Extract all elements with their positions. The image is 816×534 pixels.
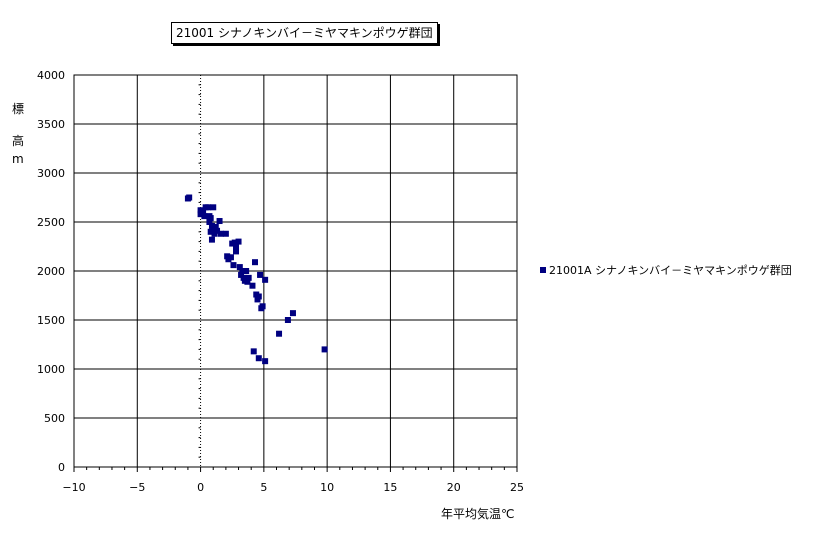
x-tick-label: −10 (62, 481, 85, 494)
data-point (255, 355, 262, 362)
x-tick-label: 15 (383, 481, 397, 494)
data-point (212, 223, 219, 230)
data-point (236, 264, 243, 271)
data-point (186, 194, 193, 201)
data-point (284, 317, 291, 323)
legend-label: 21001A シナノキンバイ－ミヤマキンポウゲ群団 (549, 264, 792, 277)
data-point (216, 218, 223, 225)
data-point (222, 230, 229, 237)
y-tick-label: 1000 (37, 363, 65, 376)
data-point (208, 236, 215, 243)
chart-title: 21001 シナノキンバイ－ミヤマキンポウゲ群団 (171, 22, 438, 44)
legend-marker (540, 267, 546, 273)
data-point (201, 213, 208, 220)
x-tick-label: 20 (447, 481, 461, 494)
x-tick-label: 10 (320, 481, 334, 494)
data-point (321, 346, 328, 353)
y-tick-label: 0 (58, 461, 65, 474)
data-point (205, 204, 212, 211)
data-point (233, 248, 240, 255)
data-point (245, 274, 252, 281)
data-point (214, 227, 221, 234)
y-tick-label: 2000 (37, 265, 65, 278)
data-point (210, 204, 217, 211)
data-point (208, 222, 215, 229)
data-point (230, 262, 237, 269)
legend: 21001A シナノキンバイ－ミヤマキンポウゲ群団 (540, 262, 792, 278)
x-axis-label: 年平均気温℃ (441, 507, 515, 521)
y-axis-label-char-2: 高 (12, 134, 25, 148)
x-tick-label: −5 (129, 481, 145, 494)
data-point (233, 244, 240, 251)
y-tick-label: 2500 (37, 216, 65, 229)
y-axis-label-char-1: 標 (12, 102, 25, 116)
data-point (262, 276, 269, 283)
data-point (257, 271, 264, 278)
data-point (207, 215, 214, 222)
data-point (276, 330, 283, 337)
data-point (217, 230, 224, 237)
data-point (255, 293, 262, 300)
y-tick-label: 4000 (37, 69, 65, 82)
data-point (200, 209, 207, 216)
x-tick-label: 25 (510, 481, 524, 494)
data-point (206, 219, 213, 225)
y-tick-label: 3000 (37, 167, 65, 180)
x-tick-label: 5 (260, 481, 267, 494)
data-point (243, 268, 250, 274)
data-point (207, 228, 214, 235)
x-tick-label: 0 (197, 481, 204, 494)
data-point (289, 310, 296, 317)
data-point (227, 254, 234, 261)
data-point (249, 282, 256, 289)
data-point (250, 348, 257, 355)
y-tick-label: 3500 (37, 118, 65, 131)
y-tick-label: 1500 (37, 314, 65, 327)
y-tick-label: 500 (44, 412, 65, 425)
data-point (244, 278, 251, 285)
data-point (259, 303, 266, 310)
data-point (251, 259, 258, 266)
data-point (231, 239, 238, 246)
data-point (262, 358, 269, 365)
data-point (235, 238, 242, 245)
data-point (239, 268, 246, 274)
y-axis-label-char-3: m (12, 152, 24, 166)
